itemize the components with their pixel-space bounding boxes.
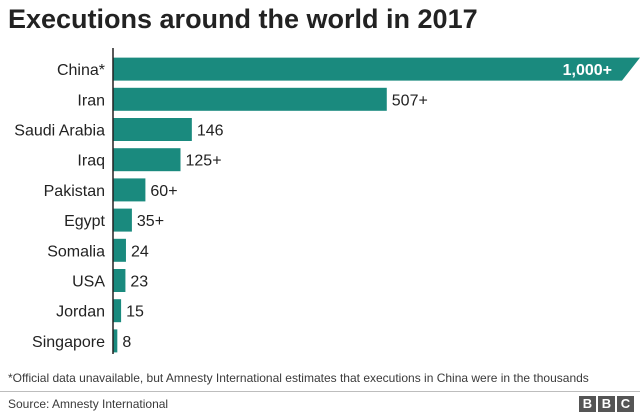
category-label: Somalia [47,243,105,260]
bar [113,329,118,353]
value-label: 23 [130,274,148,291]
bar [113,118,192,141]
category-label: Pakistan [44,183,105,200]
bar [113,299,122,323]
category-label: Saudi Arabia [14,123,105,140]
footnote: *Official data unavailable, but Amnesty … [8,371,589,385]
bar [113,238,126,262]
value-label: 8 [122,334,131,351]
bar [113,208,132,232]
value-label: 60+ [150,183,177,200]
category-label: China* [57,62,105,79]
bbc-logo-block: B [598,396,615,412]
category-label: Iraq [77,153,105,170]
source-note: Source: Amnesty International [8,397,169,411]
bar [113,87,387,111]
bar-chart: China* 1,000+ Iran 507+ Saudi Arabia 146 Iraq 1… [14,48,640,354]
category-label: USA [72,274,105,291]
bbc-logo-block: C [617,396,634,412]
category-label: Singapore [32,334,105,351]
value-label: 35+ [137,213,164,230]
value-label: 507+ [392,92,428,109]
bar [113,269,126,292]
value-label: 125+ [186,153,222,170]
bbc-logo-block: B [579,396,596,412]
chart-title: Executions around the world in 2017 [8,4,478,34]
value-label: 15 [126,304,144,321]
footer-divider [0,391,640,392]
category-label: Egypt [64,213,105,230]
bar [113,178,146,202]
category-label: Iran [77,92,105,109]
bar [113,57,640,81]
value-label: 1,000+ [563,62,612,79]
value-label: 24 [131,243,149,260]
category-label: Jordan [56,304,105,321]
value-label: 146 [197,123,224,140]
bbc-logo: B B C [579,396,634,412]
bar [113,148,181,172]
